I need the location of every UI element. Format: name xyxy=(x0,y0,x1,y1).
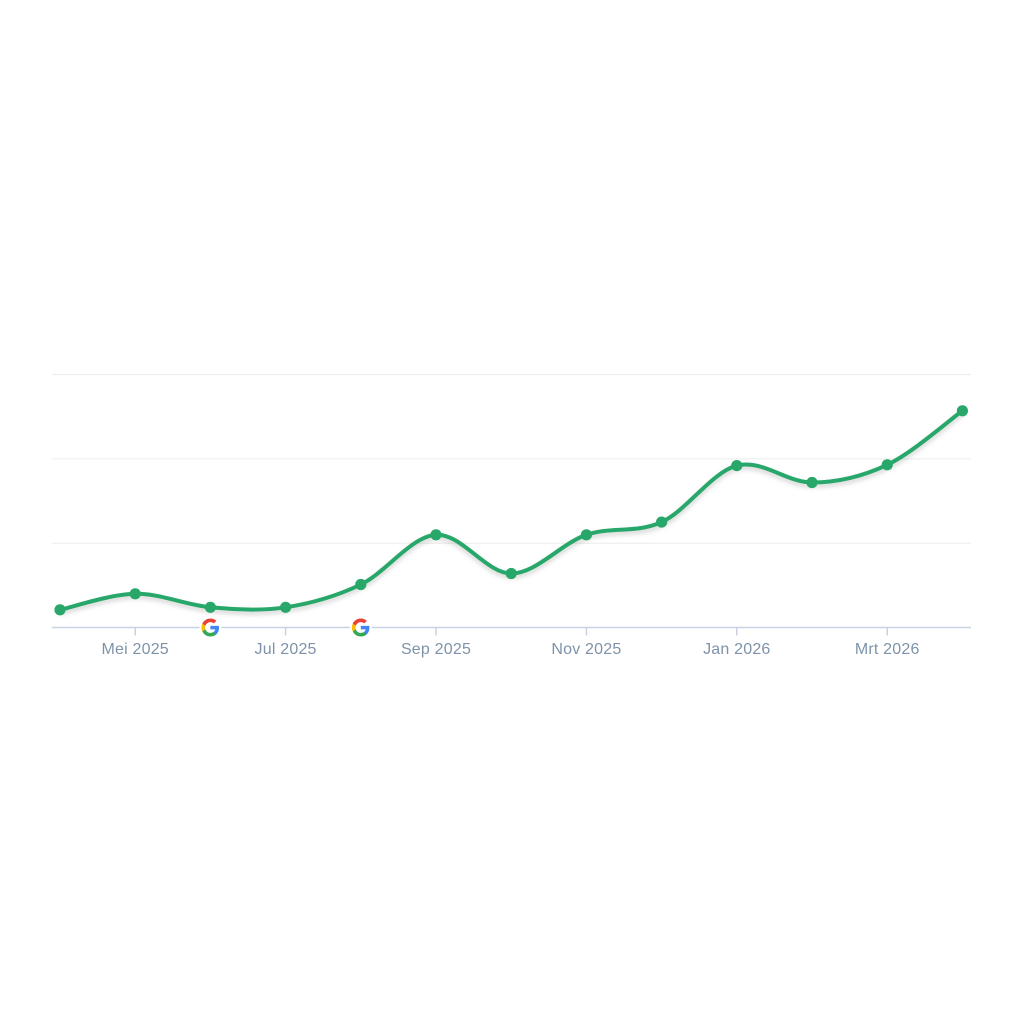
x-axis-label: Mrt 2026 xyxy=(855,641,920,658)
trend-line xyxy=(58,408,965,612)
data-point[interactable] xyxy=(204,601,216,613)
x-axis-label: Sep 2025 xyxy=(401,641,471,658)
data-point[interactable] xyxy=(355,578,367,591)
event-markers-group xyxy=(199,616,372,639)
data-point[interactable] xyxy=(129,588,141,600)
x-axis-label: Mei 2025 xyxy=(101,641,168,658)
data-point[interactable] xyxy=(731,460,743,472)
x-axis-label: Nov 2025 xyxy=(551,641,621,658)
data-point[interactable] xyxy=(430,529,442,541)
data-point[interactable] xyxy=(280,601,292,613)
x-axis-label: Jul 2025 xyxy=(255,641,317,658)
gridlines-group xyxy=(52,374,971,544)
data-point[interactable] xyxy=(505,567,517,580)
data-point[interactable] xyxy=(580,529,593,541)
data-point[interactable] xyxy=(806,476,818,489)
x-axis-group xyxy=(52,626,971,636)
data-points-group xyxy=(54,405,969,616)
data-point[interactable] xyxy=(54,604,66,616)
data-point[interactable] xyxy=(881,459,893,471)
x-axis-labels-group: Mei 2025 Jul 2025 Sep 2025 Nov 2025 Jan 2026… xyxy=(101,641,919,658)
data-point[interactable] xyxy=(956,405,969,417)
trend-line-group xyxy=(58,408,965,612)
data-point[interactable] xyxy=(656,516,668,528)
x-axis-label: Jan 2026 xyxy=(703,641,770,658)
